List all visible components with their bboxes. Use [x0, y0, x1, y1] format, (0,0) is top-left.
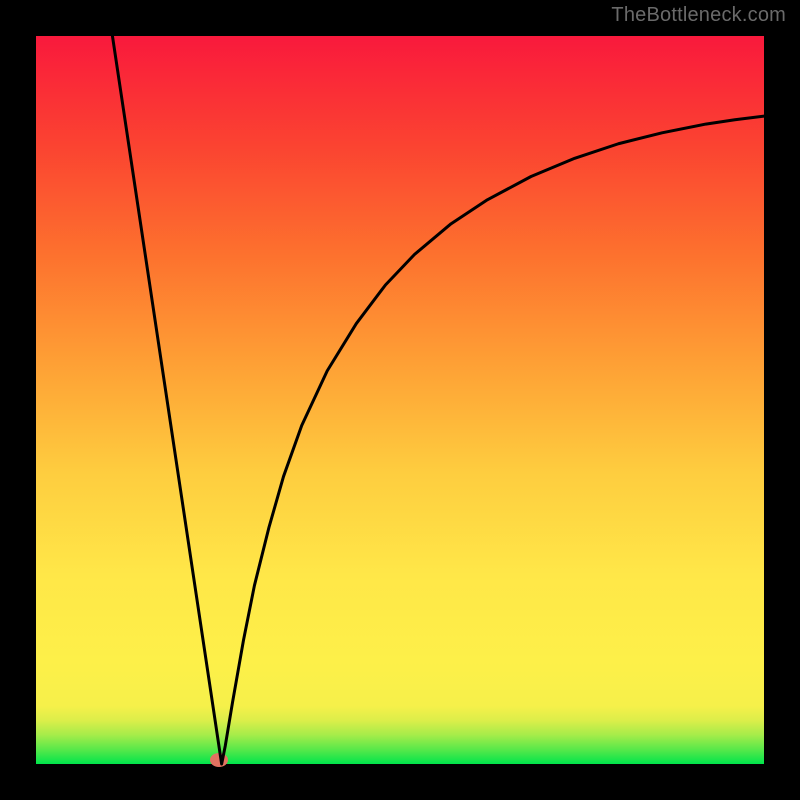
bottleneck-curve [36, 36, 764, 764]
watermark-text: TheBottleneck.com [611, 4, 786, 27]
plot-area [36, 36, 764, 764]
